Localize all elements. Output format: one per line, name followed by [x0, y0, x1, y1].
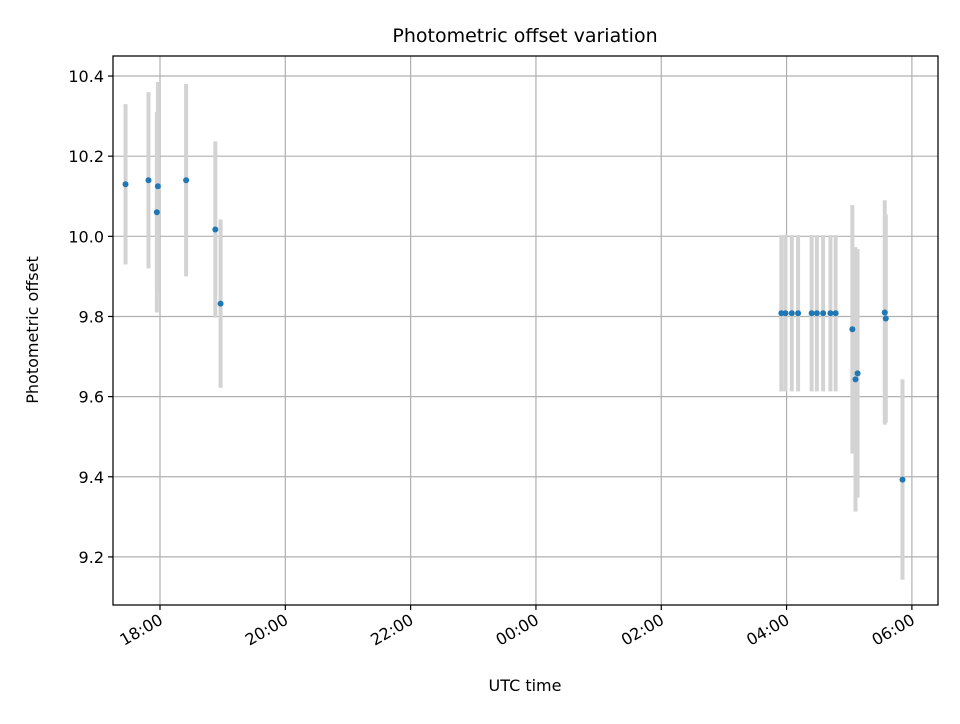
y-tick-label: 9.6: [79, 388, 104, 407]
data-point: [183, 177, 190, 184]
y-tick-label: 9.2: [79, 548, 104, 567]
plot-area: [113, 56, 938, 605]
data-point: [881, 309, 888, 316]
data-point: [778, 310, 785, 317]
chart-title: Photometric offset variation: [392, 25, 657, 47]
data-point: [795, 310, 802, 317]
y-tick-label: 10.4: [68, 67, 104, 86]
data-point: [145, 177, 152, 184]
plot-frame: [112, 55, 939, 606]
data-point: [832, 310, 839, 317]
y-tick-label: 10.2: [68, 147, 104, 166]
y-tick-label: 10.0: [68, 227, 104, 246]
data-point: [882, 315, 889, 322]
data-point: [782, 310, 789, 317]
data-point: [788, 310, 795, 317]
y-tick-label: 9.8: [79, 307, 104, 326]
y-tick-label: 9.4: [79, 468, 104, 487]
data-point: [122, 181, 129, 188]
data-point: [217, 300, 224, 307]
y-axis: 9.2 9.4 9.6 9.8 10.0 10.2 10.4: [68, 67, 113, 567]
data-point: [154, 183, 161, 190]
data-point: [813, 310, 820, 317]
data-point: [849, 326, 856, 333]
grid: [113, 56, 938, 605]
data-point: [854, 370, 861, 377]
data-point: [820, 310, 827, 317]
data-point: [899, 476, 906, 483]
data-points: [122, 177, 906, 483]
data-point: [212, 226, 219, 233]
y-axis-label: Photometric offset: [23, 256, 42, 404]
data-point: [153, 209, 160, 216]
data-point: [852, 376, 859, 383]
x-axis-label: UTC time: [489, 676, 562, 695]
data-point: [808, 310, 815, 317]
data-point: [827, 310, 834, 317]
